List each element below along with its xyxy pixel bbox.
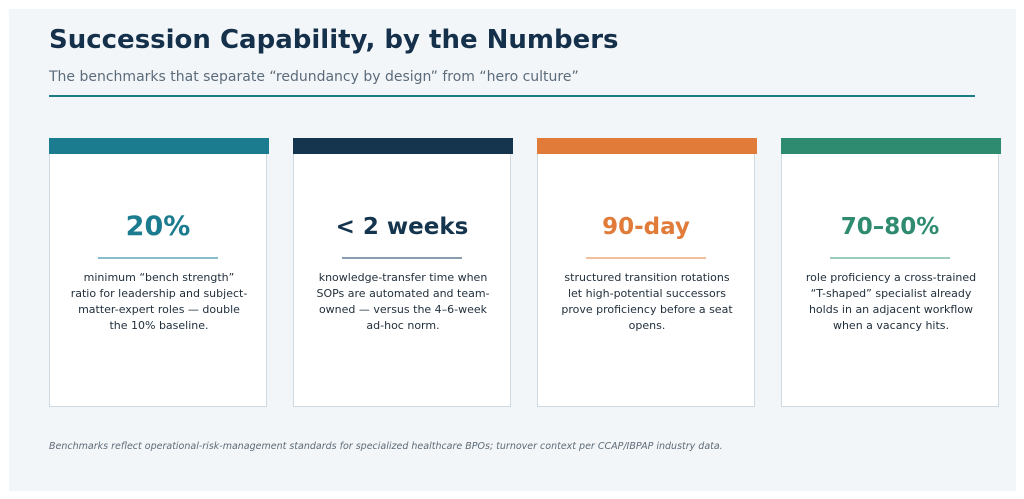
card-divider <box>342 257 462 259</box>
title-divider <box>49 95 975 97</box>
card-accent-bar <box>781 138 1001 154</box>
card-accent-bar <box>293 138 513 154</box>
stat-card-role-proficiency: 70–80% role proficiency a cross-trained … <box>781 138 1001 407</box>
stat-card-knowledge-transfer: < 2 weeks knowledge-transfer time when S… <box>293 138 513 407</box>
card-value: < 2 weeks <box>335 214 469 240</box>
footnote: Benchmarks reflect operational-risk-mana… <box>49 441 723 452</box>
page-title: Succession Capability, by the Numbers <box>49 25 619 55</box>
card-description: structured transition rotations let high… <box>561 271 733 332</box>
card-value: 20% <box>125 211 191 242</box>
card-value: 70–80% <box>840 214 940 240</box>
card-divider <box>98 257 218 259</box>
card-description: role proficiency a cross-trained “T-shap… <box>805 271 977 332</box>
page-subtitle: The benchmarks that separate “redundancy… <box>49 69 579 85</box>
card-accent-bar <box>49 138 269 154</box>
card-accent-bar <box>537 138 757 154</box>
card-divider <box>586 257 706 259</box>
stat-card-bench-strength: 20% minimum “bench strength” ratio for l… <box>49 138 269 407</box>
stat-card-transition-rotations: 90-day structured transition rotations l… <box>537 138 757 407</box>
card-description: minimum “bench strength” ratio for leade… <box>70 271 248 332</box>
card-value: 90-day <box>602 214 690 240</box>
card-description: knowledge-transfer time when SOPs are au… <box>316 271 490 332</box>
card-divider <box>830 257 950 259</box>
